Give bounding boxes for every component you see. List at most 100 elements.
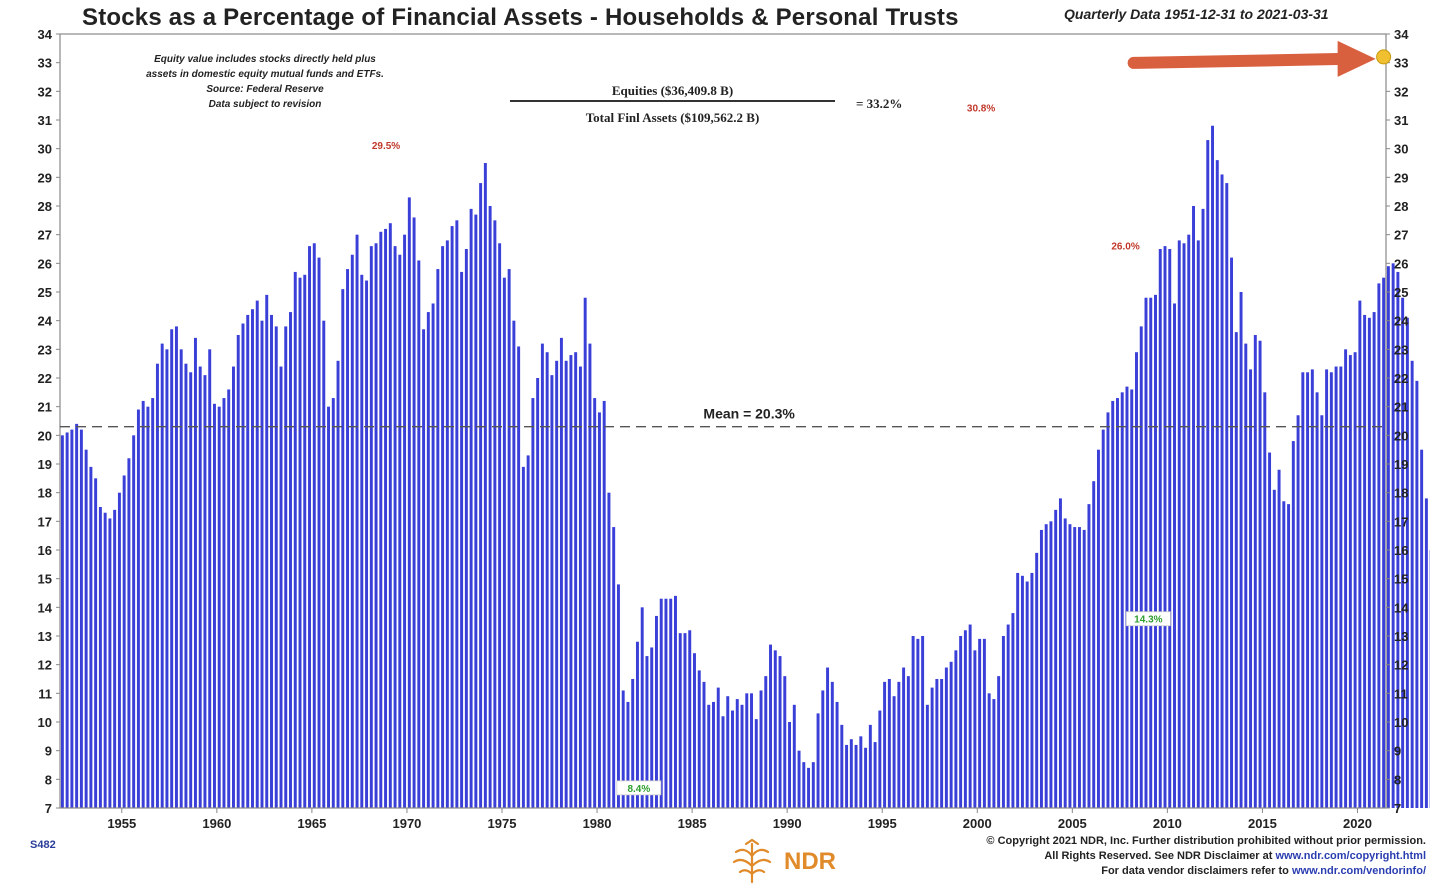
bar (1220, 174, 1224, 809)
bar (1073, 527, 1077, 808)
y-tick-label: 9 (45, 744, 52, 759)
bar (355, 234, 359, 809)
y-tick-label: 20 (38, 428, 52, 443)
bar (531, 398, 535, 808)
bar (1244, 343, 1248, 808)
bar (754, 719, 758, 808)
bar (1201, 208, 1205, 808)
bar (431, 303, 435, 808)
chart-subtitle: Quarterly Data 1951-12-31 to 2021-03-31 (1064, 6, 1329, 22)
bar (721, 716, 725, 808)
bar (887, 679, 891, 808)
bar (1363, 314, 1367, 808)
bar (1154, 294, 1157, 808)
chart-title: Stocks as a Percentage of Financial Asse… (82, 4, 959, 31)
bar (645, 656, 649, 808)
bar (826, 667, 830, 808)
bar (422, 329, 426, 808)
bar (1272, 489, 1276, 808)
copyright-link[interactable]: www.ndr.com/copyright.html (1275, 850, 1426, 862)
bar (940, 679, 944, 808)
bar (132, 435, 136, 808)
bar (1377, 283, 1381, 808)
bar (521, 466, 525, 808)
vendor-link[interactable]: www.ndr.com/vendorinfo/ (1291, 865, 1426, 877)
bar (635, 641, 639, 808)
bar (916, 638, 920, 808)
y-axis-right: 7 8 9 10 11 12 13 14 15 16 17 18 19 20 21 22 23 24 25 26 27 2… (1386, 27, 1409, 816)
y-tick-label: 16 (38, 543, 52, 558)
bar (379, 231, 383, 809)
bar (450, 226, 454, 808)
bar (79, 429, 83, 808)
bar (973, 650, 977, 808)
bar (1277, 469, 1281, 808)
bar (270, 314, 273, 808)
bar (1087, 504, 1091, 808)
bar (555, 360, 559, 808)
bar (103, 512, 107, 808)
bar (265, 294, 269, 808)
bar (360, 274, 364, 808)
y-tick-label-right: 19 (1394, 457, 1408, 472)
bar (1006, 624, 1010, 808)
bar (626, 701, 630, 808)
y-tick-label: 11 (38, 686, 52, 701)
y-tick-label: 29 (38, 170, 52, 185)
x-tick-label: 1995 (868, 816, 897, 831)
bar (108, 518, 112, 808)
bar (588, 343, 592, 808)
bar (331, 398, 335, 808)
bar (607, 492, 611, 808)
low-label-box (616, 780, 662, 796)
bar (1420, 449, 1424, 808)
bar (578, 366, 582, 808)
bar (1063, 518, 1067, 808)
bar (1096, 449, 1100, 808)
bar (897, 681, 901, 808)
bar (1353, 352, 1357, 808)
bar (1168, 249, 1172, 808)
y-tick-label-right: 31 (1394, 113, 1408, 128)
y-tick-label: 18 (38, 486, 52, 501)
y-tick-label: 17 (38, 514, 52, 529)
bar (802, 762, 806, 808)
y-tick-label-right: 16 (1394, 543, 1408, 558)
bar (393, 246, 397, 808)
x-tick-label: 2015 (1248, 816, 1277, 831)
bar (512, 320, 516, 808)
logo-text: NDR (784, 848, 836, 875)
bar (1325, 369, 1329, 808)
y-tick-label-right: 28 (1394, 199, 1408, 214)
bar (426, 312, 430, 808)
bar (227, 389, 231, 808)
bar (1149, 297, 1153, 808)
bar (346, 269, 350, 808)
bar (1116, 398, 1119, 808)
bar (141, 400, 145, 808)
y-tick-label-right: 15 (1394, 572, 1408, 587)
bar (1291, 441, 1295, 808)
bar (811, 762, 815, 808)
bar (336, 360, 340, 808)
bar (98, 507, 102, 808)
y-tick-label: 10 (38, 715, 52, 730)
x-tick-label: 2010 (1153, 816, 1182, 831)
bar (317, 257, 321, 809)
bar (184, 363, 188, 808)
low-label: 8.4% (627, 784, 650, 795)
bar (650, 647, 654, 808)
bar (597, 412, 601, 808)
y-tick-label: 24 (38, 314, 53, 329)
bar (830, 681, 834, 808)
y-tick-label-right: 20 (1394, 428, 1408, 443)
bar (1301, 372, 1305, 808)
bar (745, 693, 749, 808)
bar (773, 650, 777, 808)
bar (540, 343, 544, 808)
y-tick-label-right: 27 (1394, 228, 1408, 243)
bar (683, 633, 687, 808)
bar (455, 220, 459, 808)
bar (997, 676, 1001, 808)
arrow-shaft (1127, 52, 1350, 69)
